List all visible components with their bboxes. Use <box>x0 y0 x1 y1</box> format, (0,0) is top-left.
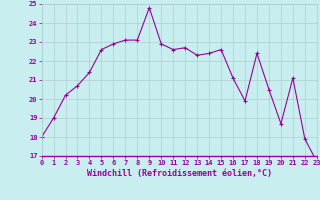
X-axis label: Windchill (Refroidissement éolien,°C): Windchill (Refroidissement éolien,°C) <box>87 169 272 178</box>
